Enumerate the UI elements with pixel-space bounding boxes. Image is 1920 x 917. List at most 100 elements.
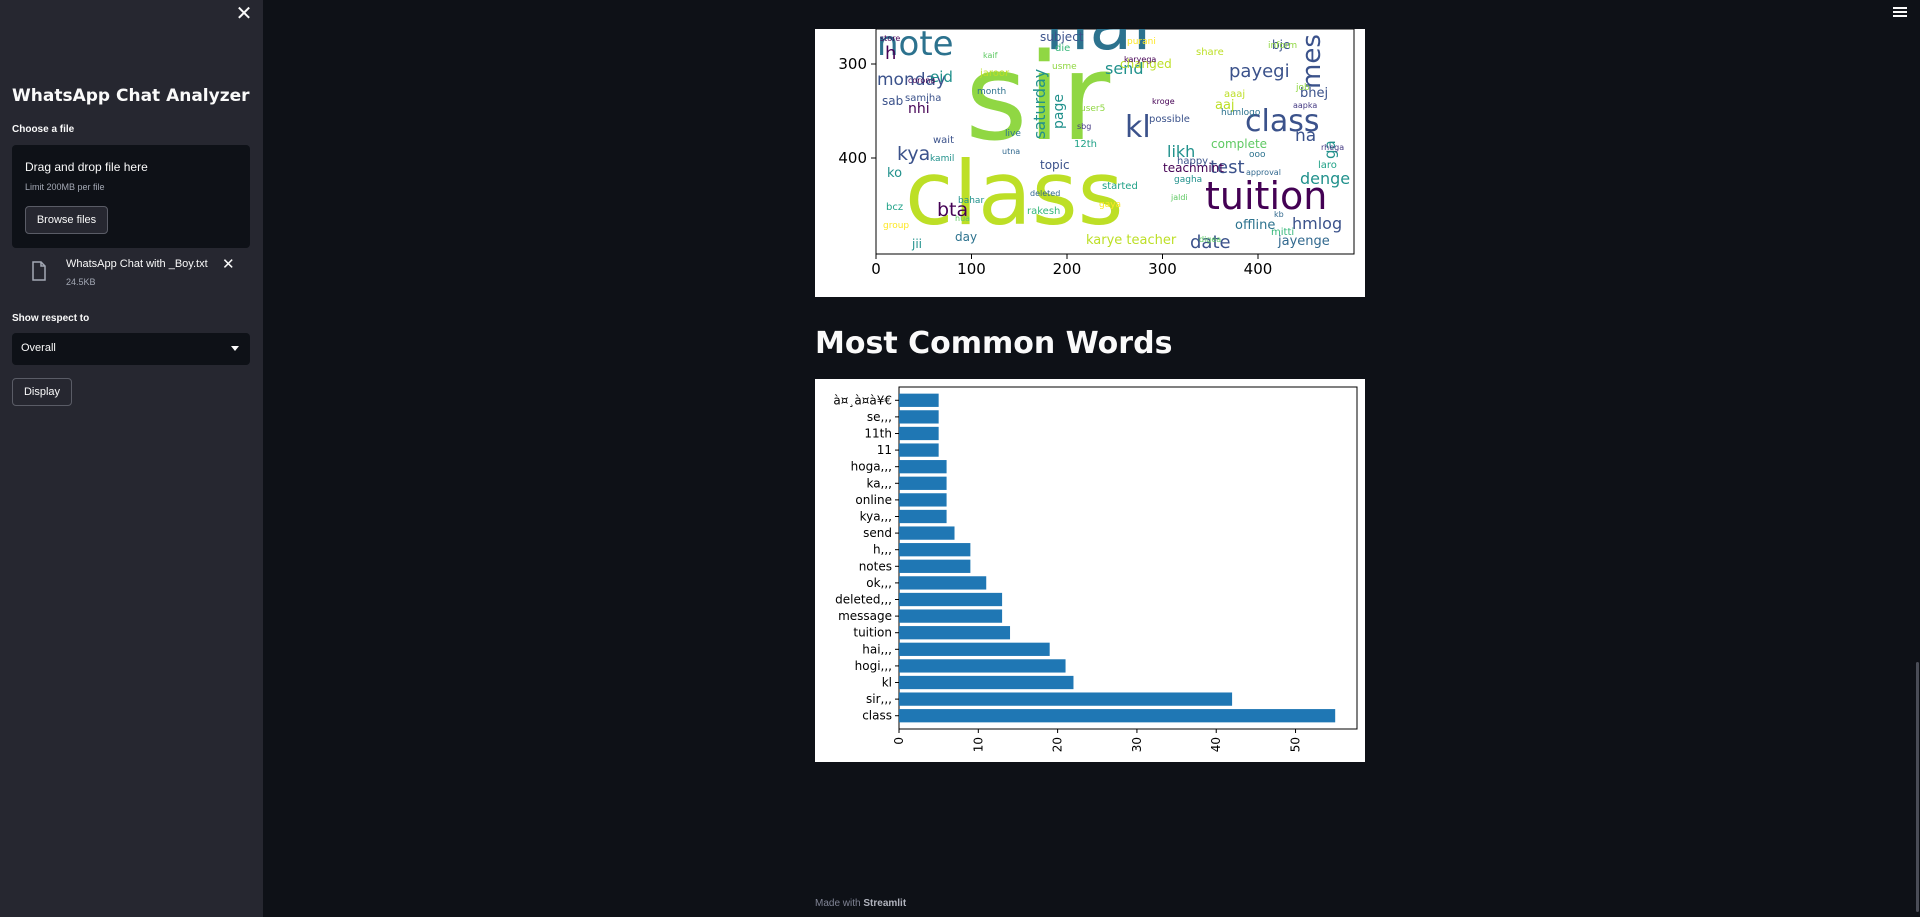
wordcloud-word: usme	[1052, 62, 1077, 72]
wordcloud-word: likh	[1167, 142, 1195, 161]
wordcloud-word: month	[977, 87, 1006, 97]
wordcloud-word: date	[1190, 232, 1231, 253]
wordcloud-word: tuition	[1205, 174, 1327, 218]
wordcloud-word: saturday	[1030, 69, 1049, 139]
y-tick-label: class	[862, 709, 892, 723]
x-tick-label: 50	[1289, 737, 1303, 752]
y-tick-label: ka,,,	[866, 476, 892, 490]
streamlit-link[interactable]: Streamlit	[863, 898, 907, 909]
wordcloud-word: class	[905, 142, 1123, 245]
wordcloud-word: store	[880, 34, 900, 43]
wordcloud-word: share	[1196, 47, 1224, 58]
wordcloud-word: samjha	[905, 93, 941, 104]
app-title: WhatsApp Chat Analyzer	[12, 86, 250, 106]
wordcloud-word: teachmint	[1163, 161, 1224, 175]
x-tick-label: 200	[1053, 260, 1082, 278]
wordcloud-word: kaif	[983, 51, 998, 60]
bar	[899, 576, 987, 590]
y-tick-label: se,,,	[867, 410, 892, 424]
y-tick-label: hai,,,	[862, 642, 892, 656]
wordcloud-word: corona	[908, 76, 935, 85]
y-tick-label: 11th	[864, 426, 892, 440]
wordcloud-word: kya	[897, 143, 930, 165]
wordcloud-word: bta	[937, 199, 968, 221]
y-tick-label: à¤¸à¤­à¥€	[833, 393, 892, 407]
main-menu-icon[interactable]	[1893, 5, 1907, 19]
bar	[899, 692, 1233, 706]
wordcloud-word: hmlog	[1292, 214, 1342, 233]
y-tick-label: send	[863, 526, 892, 540]
y-tick-label: deleted,,,	[835, 593, 892, 607]
drag-drop-text: Drag and drop file here	[25, 160, 148, 174]
wordcloud-word: kb	[1274, 210, 1284, 219]
wordcloud-word: eid	[930, 68, 953, 86]
wordcloud-word: gaya	[1099, 200, 1121, 210]
wordcloud-word: rakesh	[1027, 206, 1060, 217]
bar	[899, 509, 947, 524]
bar	[899, 609, 1003, 623]
bar-chart-svg: class sir,,, kl hogi,,, hai,,, tuition message…	[833, 386, 1358, 752]
bar	[899, 675, 1074, 690]
wordcloud-word: humlogo	[1221, 108, 1261, 118]
wordcloud-word: purani	[1127, 37, 1156, 47]
wordcloud-word: ko	[887, 166, 902, 181]
close-sidebar-icon[interactable]: ✕	[235, 3, 253, 25]
wordcloud-word: jaroor	[979, 68, 1010, 79]
x-tick-label: 400	[1244, 260, 1273, 278]
wordcloud-word: send	[1105, 59, 1143, 78]
browse-files-button[interactable]: Browse files	[25, 206, 108, 234]
bar	[899, 493, 947, 507]
bar-chart-figure: class sir,,, kl hogi,,, hai,,, tuition message…	[815, 379, 1365, 762]
wordcloud-word: possible	[1149, 114, 1190, 125]
bars	[899, 393, 1336, 723]
wordcloud-word: day	[955, 230, 977, 244]
wordcloud-word: subject	[1040, 30, 1084, 44]
wordcloud-word: payegi	[1229, 61, 1290, 82]
wordcloud-word: rhega	[1321, 143, 1344, 152]
y-tick-label: message	[838, 609, 892, 623]
footer: Made with Streamlit	[815, 898, 906, 909]
wordcloud-word: topic	[1040, 158, 1070, 172]
wordcloud-frame	[875, 29, 1355, 255]
wordcloud-word: started	[1102, 181, 1138, 192]
file-uploader-dropzone[interactable]: Drag and drop file here Limit 200MB per …	[12, 145, 250, 248]
show-respect-select[interactable]: Overall	[12, 333, 250, 365]
plot-frame	[898, 386, 1358, 730]
footer-prefix: Made with	[815, 898, 861, 909]
wordcloud-word: die	[1055, 43, 1070, 54]
wordcloud-word: ga	[1321, 140, 1339, 159]
wordcloud-word: na	[1295, 126, 1316, 146]
y-tick-label: kl	[882, 676, 892, 690]
wordcloud-word: sir	[965, 29, 1111, 168]
x-tick-label: 0	[871, 260, 881, 278]
bar	[899, 426, 939, 441]
wordcloud-figure: sirclasshaituitionnoteklclassmesdatebtat…	[815, 29, 1365, 297]
remove-file-icon[interactable]: ✕	[222, 256, 235, 273]
bar	[899, 543, 971, 557]
wordcloud-word: live	[1005, 129, 1021, 139]
x-tick-label: 0	[892, 737, 906, 745]
scrollbar[interactable]	[1916, 662, 1919, 912]
wordcloud-word: wait	[933, 135, 954, 146]
y-tick-label: kya,,,	[860, 509, 892, 523]
wordcloud-word: sab	[882, 94, 903, 108]
wordcloud-word: karyega	[1124, 55, 1156, 64]
wordcloud-word: hai	[1045, 29, 1152, 66]
wordcloud-word: kamil	[930, 154, 954, 164]
wordcloud-word: complete	[1211, 137, 1267, 151]
y-tick-label: h,,,	[873, 543, 892, 557]
bar	[899, 526, 955, 540]
choose-file-label: Choose a file	[12, 124, 75, 135]
y-tick-label: 400	[838, 149, 867, 167]
file-limit-text: Limit 200MB per file	[25, 182, 105, 192]
bar	[899, 659, 1066, 673]
y-tick-label: ok,,,	[866, 576, 892, 590]
display-button[interactable]: Display	[12, 378, 72, 406]
bar	[899, 709, 1336, 723]
bar	[899, 393, 939, 407]
wordcloud-word: aapka	[1293, 101, 1317, 110]
wordcloud-word: jayenge	[1277, 234, 1330, 249]
wordcloud-word: page	[1051, 94, 1067, 129]
wordcloud-word: aaj	[1215, 98, 1235, 113]
select-value: Overall	[21, 342, 56, 354]
